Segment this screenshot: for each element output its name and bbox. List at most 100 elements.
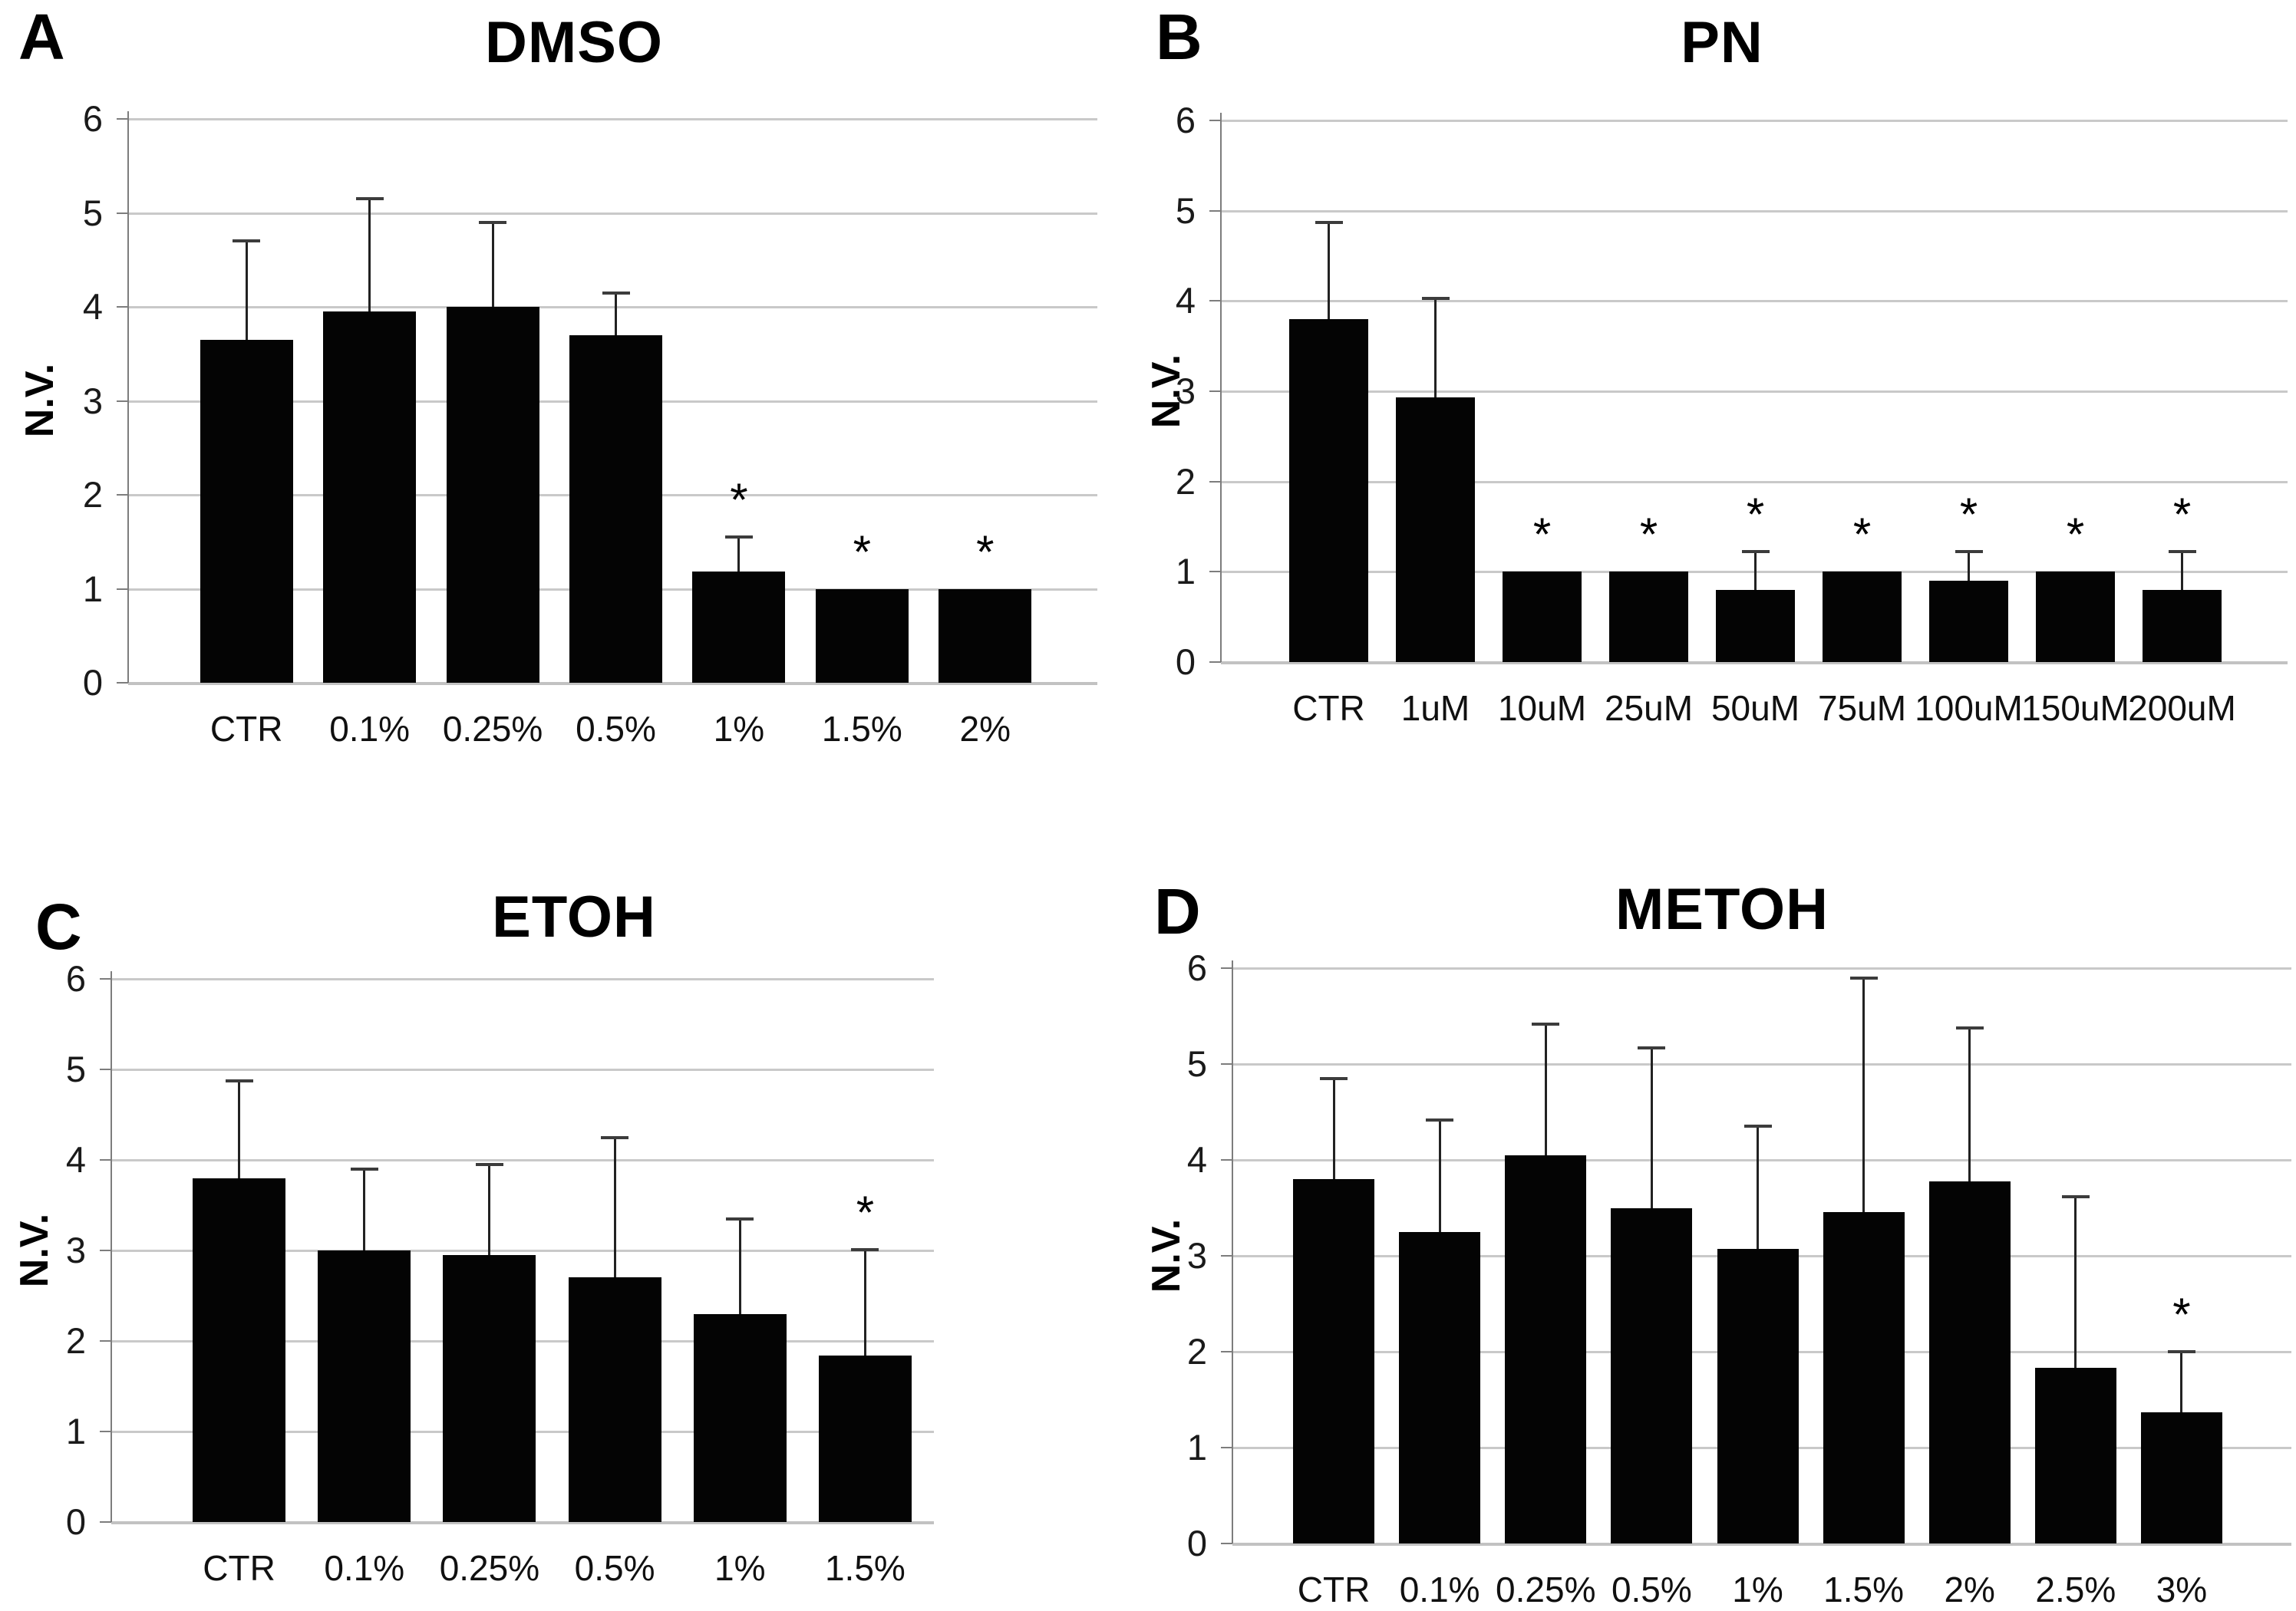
panel-letter-a: A [18,1,65,73]
x-tick-label: 3% [2156,1570,2208,1609]
y-tick-label: 5 [82,192,103,233]
y-tick-label: 3 [65,1230,86,1270]
y-tick-label: 5 [1175,189,1196,231]
bar-2% [939,588,1032,683]
y-tick-label: 0 [82,662,103,703]
y-axis-tick [117,306,128,308]
error-bar-stem [1438,1119,1441,1232]
significance-star: * [2172,489,2192,541]
bar-1% [693,1313,787,1522]
error-bar-cap [726,1217,754,1221]
x-tick-label: 150uM [2021,688,2129,728]
y-tick-label: 2 [1175,460,1196,502]
error-bar-stem [1328,222,1330,319]
error-bar-cap [1638,1046,1666,1049]
gridline [111,1521,934,1524]
chart-title-etoh: ETOH [492,885,656,950]
y-axis-tick [1221,1063,1232,1065]
x-tick-label: 1.5% [821,709,902,749]
bar-3% [2140,1412,2222,1543]
bar-0.25% [1505,1155,1587,1543]
y-tick-label: 3 [1175,371,1196,411]
bar-0.25% [446,307,539,683]
significance-star: * [856,1186,875,1238]
y-tick-label: 5 [1186,1043,1207,1084]
gridline [1221,390,2288,393]
plot-area: 0 1 2 3 4 5 6 CTR 1uM * 10uM * 25uM * 50uM * 75uM * 100uM *… [1176,100,2288,728]
y-tick-label: 5 [65,1049,86,1089]
y-axis-tick [100,1521,111,1523]
y-axis-tick [117,682,128,684]
y-axis-tick [1209,390,1221,392]
y-axis-tick [1209,661,1221,663]
error-bar-stem [238,1081,241,1178]
x-tick-label: 0.5% [574,1548,655,1588]
y-axis-tick [117,212,128,214]
significance-star: * [1852,509,1872,561]
error-bar-cap [1849,976,1878,980]
y-axis-tick [1209,120,1221,121]
error-bar-stem [363,1168,366,1250]
error-bar-cap [1426,1118,1454,1122]
significance-star: * [976,525,995,578]
error-bar-stem [1968,1027,1971,1181]
x-tick-label: 0.25% [439,1548,540,1588]
gridline [1232,1063,2291,1066]
x-tick-label: 0.5% [1611,1570,1692,1609]
error-bar-stem [2074,1196,2077,1369]
gridline [128,118,1097,120]
bar-0.25% [443,1254,536,1522]
significance-star: * [2172,1289,2191,1340]
bar-CTR [1293,1179,1375,1543]
bar-150uM [2036,572,2115,662]
gridline [111,1159,934,1161]
x-tick-label: 50uM [1710,688,1800,728]
y-axis-tick [100,1431,111,1432]
error-bar-stem [738,1218,741,1314]
error-bar-stem [1332,1078,1335,1179]
x-tick-label: 0.1% [329,709,411,749]
significance-star: * [853,525,872,578]
significance-star: * [1959,489,1978,541]
gridline [111,1069,934,1071]
plot-area: 0 1 2 3 4 5 6 CTR 0.1% 0.25% 0.5% * 1% * 1.5% * 2% [83,98,1097,749]
y-tick-label: 4 [82,286,103,327]
x-tick-label: 0.1% [1399,1570,1480,1609]
y-axis-tick [1209,300,1221,302]
x-tick-label: CTR [1297,1570,1371,1609]
y-axis-tick [100,1069,111,1070]
x-tick-label: CTR [209,709,283,749]
panel-dmso: A DMSO N.V. 0 1 2 3 4 5 6 CTR 0.1% 0.25% 0.5% * 1% * 1… [0,0,1148,806]
y-axis-tick [117,494,128,496]
y-tick-label: 4 [1175,280,1196,321]
panel-letter-b: B [1156,1,1202,73]
y-axis-tick [100,978,111,980]
bar-25uM [1609,572,1688,662]
error-bar-stem [1757,1126,1759,1250]
y-tick-label: 3 [1186,1235,1207,1276]
bar-10uM [1503,572,1582,662]
bar-1% [1717,1249,1799,1543]
y-tick-label: 1 [65,1411,86,1451]
y-tick-label: 1 [1175,551,1196,592]
y-axis-tick [1221,1351,1232,1352]
y-axis-line [1220,113,1222,662]
error-bar-cap [1743,1125,1772,1128]
error-bar-cap [479,220,507,224]
error-bar-stem [1754,552,1757,590]
y-axis-tick [1221,1447,1232,1448]
error-bar-stem [488,1164,491,1255]
gridline [128,212,1097,215]
error-bar-stem [615,292,617,335]
bar-0.5% [569,334,662,683]
error-bar-stem [1862,977,1866,1212]
bar-1.5% [818,1355,912,1522]
error-bar-stem [2180,1352,2183,1412]
x-tick-label: 1% [1732,1570,1783,1609]
x-tick-label: CTR [203,1548,275,1588]
error-bar-cap [724,535,753,539]
error-bar-stem [1650,1047,1653,1208]
gridline [111,978,934,980]
x-tick-label: 2% [959,709,1011,749]
